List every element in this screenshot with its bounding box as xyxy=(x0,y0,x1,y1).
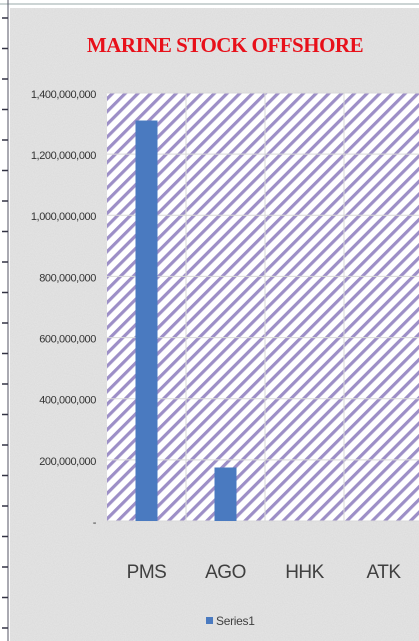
y-tick-label: 1,400,000,000 xyxy=(31,89,96,101)
x-tick-label: ATK xyxy=(366,562,401,583)
bar xyxy=(135,120,158,521)
y-tick-label: - xyxy=(93,517,97,529)
x-tick-label: HHK xyxy=(285,562,324,583)
y-tick-label: 200,000,000 xyxy=(39,456,96,468)
y-tick-label: 400,000,000 xyxy=(39,395,96,407)
y-tick-label: 600,000,000 xyxy=(39,333,96,345)
x-tick-label: AGO xyxy=(205,562,246,583)
plot-area xyxy=(107,93,419,521)
legend-swatch xyxy=(206,617,213,624)
chart-title: MARINE STOCK OFFSHORE xyxy=(87,33,363,57)
y-tick-label: 1,000,000,000 xyxy=(31,211,96,223)
y-tick-label: 800,000,000 xyxy=(39,272,96,284)
y-tick-label: 1,200,000,000 xyxy=(31,150,96,162)
legend-label: Series1 xyxy=(216,614,255,628)
bar xyxy=(214,467,237,521)
ruler-ticks xyxy=(2,17,8,629)
x-tick-label: PMS xyxy=(127,562,167,583)
